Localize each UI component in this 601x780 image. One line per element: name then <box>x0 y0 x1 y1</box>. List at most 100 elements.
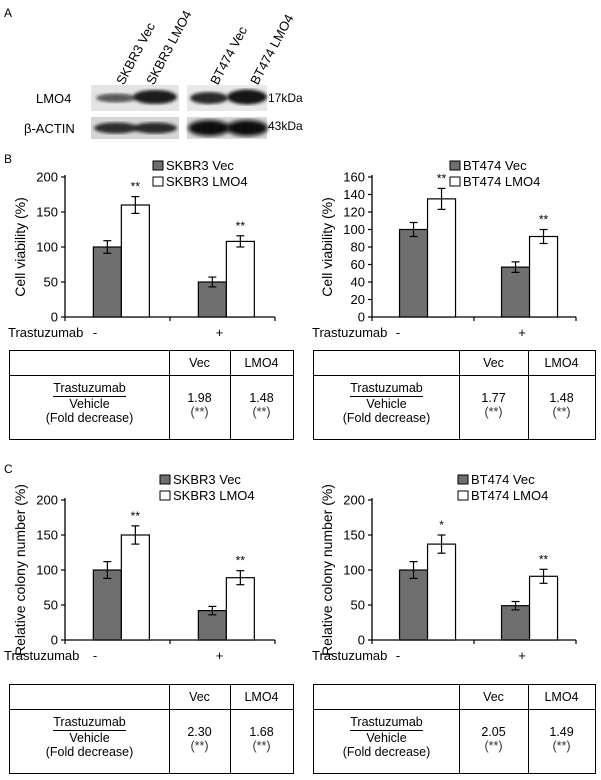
fold-number: 1.48 <box>549 391 574 405</box>
x-category-label: - <box>396 648 400 663</box>
significance-marker: ** <box>131 180 141 194</box>
ratio-note: (Fold decrease) <box>342 411 431 425</box>
fold-sig: (**) <box>190 739 209 753</box>
legend-swatch <box>159 474 171 485</box>
lane-label-skbr3-lmo4: SKBR3 LMO4 <box>143 7 195 88</box>
ratio-numerator: Trastuzumab <box>53 715 126 731</box>
fold-sig: (**) <box>252 739 271 753</box>
bar <box>92 246 122 318</box>
chart-cell-viability-bt474: 0 20 40 60 80 100 120 140 160 Cell viability (%) *… <box>312 158 577 340</box>
y-tick-label: 50 <box>44 275 58 290</box>
y-tick-label: 40 <box>351 275 365 290</box>
legend-label: SKBR3 Vec <box>173 472 241 487</box>
significance-marker: ** <box>437 171 447 185</box>
y-tick-label: 140 <box>343 187 365 202</box>
significance-marker: ** <box>539 552 549 566</box>
significance-marker: ** <box>236 554 246 568</box>
legend-swatch <box>159 490 171 501</box>
fold-number: 1.98 <box>187 391 212 405</box>
y-tick-label: 100 <box>36 240 58 255</box>
ratio-note: (Fold decrease) <box>45 745 134 759</box>
y-tick-label: 0 <box>51 310 58 325</box>
panel-label-b: B <box>4 152 13 166</box>
bar <box>426 198 457 318</box>
ratio-denominator: Vehicle <box>366 397 407 411</box>
legend-label: SKBR3 LMO4 <box>166 174 248 189</box>
chart-colony-skbr3: 0 50 100 150 200 Relative colony number (%) **… <box>4 472 276 663</box>
fold-value-lmo4: 1.68 (**) <box>230 725 293 753</box>
fold-sig: (**) <box>552 739 571 753</box>
significance-marker: ** <box>131 509 141 523</box>
legend-swatch <box>457 474 469 485</box>
bar <box>500 266 531 318</box>
table-head-lmo4: LMO4 <box>544 690 579 704</box>
fold-sig: (**) <box>484 405 503 419</box>
x-category-label: + <box>216 325 224 340</box>
y-tick-label: 20 <box>351 292 365 307</box>
y-tick-label: 0 <box>358 633 365 648</box>
legend-swatch <box>449 160 461 171</box>
fold-value-vec: 1.77 (**) <box>459 391 528 419</box>
y-tick-label: 0 <box>358 310 365 325</box>
blot-row-label-actin: β-ACTIN <box>24 121 75 136</box>
blot-size-43kda: 43kDa <box>268 119 303 133</box>
panel-label-c: C <box>4 462 13 476</box>
fold-number: 2.30 <box>187 725 212 739</box>
ratio-note: (Fold decrease) <box>342 745 431 759</box>
table-ratio: Trastuzumab Vehicle (Fold decrease) <box>314 381 459 425</box>
legend-label: SKBR3 Vec <box>166 158 234 173</box>
x-category-label: + <box>518 648 526 663</box>
table-head-vec: Vec <box>483 356 504 370</box>
y-tick-label: 100 <box>343 563 365 578</box>
table-ratio: Trastuzumab Vehicle (Fold decrease) <box>10 715 169 759</box>
significance-marker: ** <box>539 213 549 227</box>
table-head-lmo4: LMO4 <box>244 356 279 370</box>
fold-table-skbr3-viability: Vec LMO4 Trastuzumab Vehicle (Fold decre… <box>9 350 294 440</box>
blot-image <box>91 85 268 139</box>
legend-label: BT474 LMO4 <box>471 488 548 503</box>
legend-label: BT474 LMO4 <box>463 174 540 189</box>
fold-sig: (**) <box>252 405 271 419</box>
legend-label: BT474 Vec <box>463 158 527 173</box>
bar <box>398 228 429 318</box>
bar <box>398 569 429 641</box>
fold-number: 1.77 <box>481 391 506 405</box>
table-head-vec: Vec <box>483 690 504 704</box>
table-ratio: Trastuzumab Vehicle (Fold decrease) <box>10 381 169 425</box>
fold-number: 1.49 <box>549 725 574 739</box>
legend-label: BT474 Vec <box>471 472 535 487</box>
ratio-note: (Fold decrease) <box>45 411 134 425</box>
y-tick-label: 100 <box>343 222 365 237</box>
bar <box>120 204 150 318</box>
bar <box>426 543 457 641</box>
chart-cell-viability-skbr3: 0 50 100 150 200 Cell viability (%) ** ** Trastu… <box>8 158 276 340</box>
y-tick-label: 50 <box>44 598 58 613</box>
bar <box>225 240 255 318</box>
fold-value-vec: 2.30 (**) <box>169 725 230 753</box>
table-ratio: Trastuzumab Vehicle (Fold decrease) <box>314 715 459 759</box>
fold-number: 2.05 <box>481 725 506 739</box>
y-tick-label: 150 <box>36 205 58 220</box>
fold-number: 1.48 <box>249 391 274 405</box>
fold-sig: (**) <box>484 739 503 753</box>
ratio-denominator: Vehicle <box>69 397 110 411</box>
y-tick-label: 200 <box>36 493 58 508</box>
x-axis-label: Trastuzumab <box>312 325 387 340</box>
table-head-lmo4: LMO4 <box>244 690 279 704</box>
significance-marker: * <box>439 518 444 532</box>
legend-swatch <box>457 490 469 501</box>
y-tick-label: 0 <box>51 633 58 648</box>
bar <box>500 605 531 641</box>
x-category-label: + <box>518 325 526 340</box>
bar <box>225 577 255 641</box>
y-tick-label: 80 <box>351 240 365 255</box>
y-axis-label: Relative colony number (%) <box>319 484 335 656</box>
ratio-numerator: Trastuzumab <box>350 715 423 731</box>
ratio-numerator: Trastuzumab <box>350 381 423 397</box>
y-tick-label: 200 <box>343 493 365 508</box>
x-category-label: - <box>93 648 97 663</box>
lane-label-bt474-vec: BT474 Vec <box>207 23 251 88</box>
table-head-lmo4: LMO4 <box>544 356 579 370</box>
bar <box>528 575 559 641</box>
